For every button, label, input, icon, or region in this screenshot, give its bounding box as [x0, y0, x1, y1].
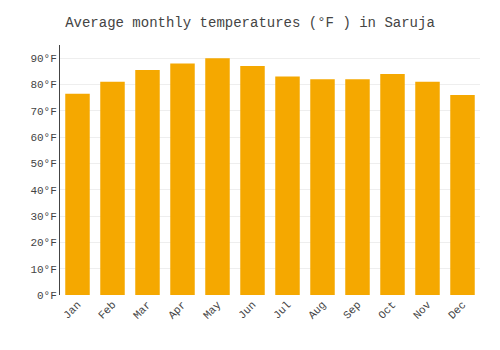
- svg-text:30°F: 30°F: [30, 211, 56, 223]
- svg-text:20°F: 20°F: [30, 237, 56, 249]
- svg-text:40°F: 40°F: [30, 185, 56, 197]
- svg-text:Jul: Jul: [271, 299, 293, 321]
- svg-text:80°F: 80°F: [30, 79, 56, 91]
- svg-text:0°F: 0°F: [37, 290, 57, 302]
- svg-text:60°F: 60°F: [30, 132, 56, 144]
- svg-text:Apr: Apr: [166, 299, 188, 321]
- svg-text:Sep: Sep: [341, 299, 363, 321]
- svg-text:10°F: 10°F: [30, 264, 56, 276]
- svg-text:Oct: Oct: [376, 299, 398, 321]
- svg-text:50°F: 50°F: [30, 158, 56, 170]
- svg-text:May: May: [201, 299, 224, 322]
- svg-text:Feb: Feb: [96, 299, 118, 321]
- svg-text:Aug: Aug: [306, 299, 328, 321]
- svg-text:Nov: Nov: [411, 299, 434, 322]
- svg-text:Jun: Jun: [236, 299, 258, 321]
- svg-text:Jan: Jan: [61, 299, 83, 321]
- svg-text:Average monthly temperatures (: Average monthly temperatures (°F ) in Sa…: [65, 15, 435, 31]
- svg-text:Mar: Mar: [131, 299, 153, 321]
- svg-text:Dec: Dec: [446, 299, 468, 321]
- svg-text:70°F: 70°F: [30, 106, 56, 118]
- svg-text:90°F: 90°F: [30, 53, 56, 65]
